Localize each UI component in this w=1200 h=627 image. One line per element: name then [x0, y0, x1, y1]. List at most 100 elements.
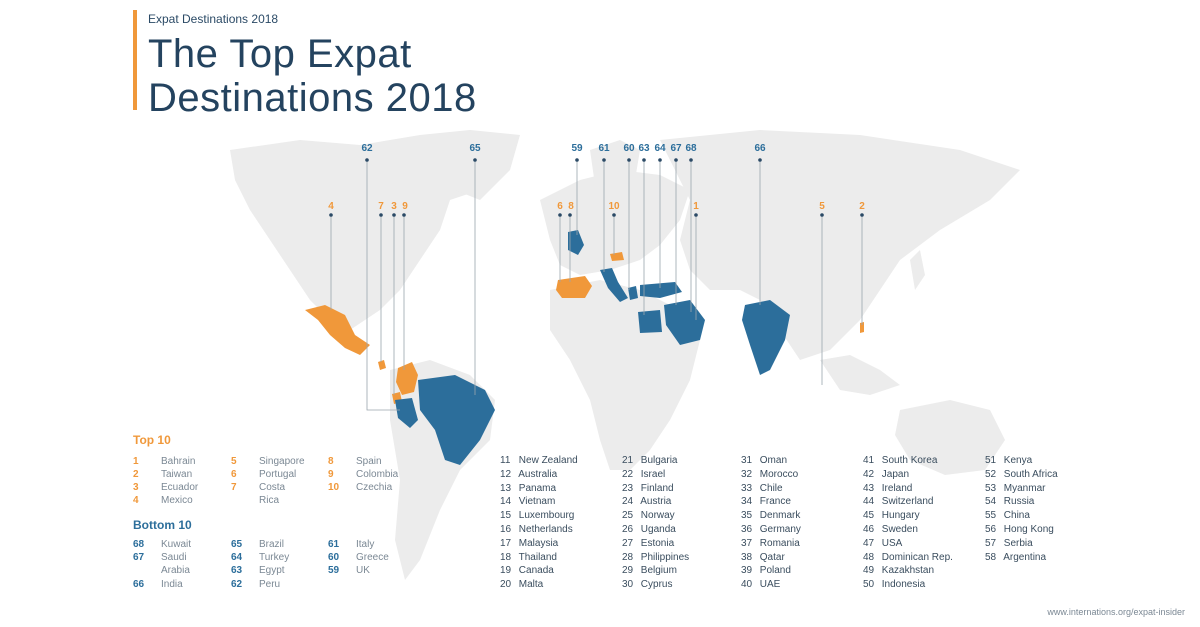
rank-country: Myanmar — [1003, 482, 1046, 494]
rank-number: 54 — [985, 496, 997, 508]
pin-label-7: 7 — [378, 201, 384, 212]
pin-label-63: 63 — [638, 143, 650, 154]
country-peru — [395, 398, 418, 428]
rank-country: Qatar — [759, 551, 785, 563]
country-uk — [568, 230, 584, 255]
bottom10-group — [395, 230, 790, 465]
pin-line-62 — [366, 160, 400, 411]
pin-label-9: 9 — [402, 201, 408, 212]
rank-number: 42 — [863, 468, 875, 480]
rank-number: 28 — [622, 551, 634, 563]
pin-dot-59 — [575, 158, 579, 162]
legend-item: 6 Portugal — [231, 469, 297, 480]
rank-country: China — [1003, 510, 1030, 522]
rank-country: New Zealand — [518, 455, 578, 466]
rank-country: Australia — [518, 468, 558, 480]
pin-dot-8 — [568, 213, 572, 217]
pin-dot-3 — [392, 213, 396, 217]
pin-dots — [329, 158, 864, 217]
rank-country: Serbia — [1003, 537, 1033, 549]
pin-label-59: 59 — [571, 143, 583, 154]
pin-label-62: 62 — [361, 143, 373, 154]
title-line-1: The Top Expat — [148, 32, 412, 76]
country-india — [742, 300, 790, 375]
rank-item: 42 Japan — [863, 468, 909, 482]
rank-number: 21 — [622, 455, 634, 466]
rank-number: 48 — [863, 551, 875, 563]
rank-country: Panama — [518, 482, 557, 494]
legend-bottom10-title: Bottom 10 — [133, 518, 192, 532]
rank-country: Germany — [759, 524, 801, 535]
rank-country: Kazakhstan — [881, 565, 935, 577]
rank-number: 44 — [863, 496, 875, 508]
rank-item: 28 Philippines — [622, 551, 689, 565]
rank-country: Estonia — [640, 537, 675, 549]
rank-item: 17 Malaysia — [500, 537, 558, 551]
rank-number: 38 — [741, 551, 753, 563]
land-japan — [910, 250, 925, 290]
pin-label-8: 8 — [568, 201, 574, 212]
pin-dot-65 — [473, 158, 477, 162]
rank-country: UAE — [759, 579, 781, 591]
rank-item: 50 Indonesia — [863, 578, 925, 592]
rank-item: 30 Cyprus — [622, 578, 672, 592]
pin-labels-top: 4 7 3 9 6 8 10 1 5 2 — [328, 201, 865, 212]
pin-label-61: 61 — [598, 143, 610, 154]
top10-group — [305, 252, 864, 404]
rank-item: 38 Qatar — [741, 551, 785, 565]
pin-dot-5 — [820, 213, 824, 217]
title-line-2: Destinations 2018 — [148, 76, 477, 120]
rank-number: 31 — [741, 455, 753, 466]
pin-label-68: 68 — [685, 143, 697, 154]
pin-dot-61 — [602, 158, 606, 162]
rank-item: 48 Dominican Rep. — [863, 551, 953, 565]
country-greece — [628, 286, 638, 300]
rank-number: 34 — [741, 496, 753, 508]
rank-item: 43 Ireland — [863, 482, 912, 496]
accent-bar — [133, 10, 137, 110]
rank-country: South Korea — [881, 455, 938, 466]
rank-country: Chile — [759, 482, 783, 494]
rank-item: 18 Thailand — [500, 551, 557, 565]
rank-item: 58 Argentina — [985, 551, 1046, 565]
pin-dot-68 — [689, 158, 693, 162]
pin-label-64: 64 — [654, 143, 666, 154]
legend-item: 10 Czechia — [328, 482, 393, 493]
rank-item: 16 Netherlands — [500, 523, 573, 537]
rank-number: 49 — [863, 565, 875, 577]
rank-number: 43 — [863, 482, 875, 494]
rank-country: Hong Kong — [1003, 524, 1054, 535]
pin-label-1: 1 — [693, 201, 699, 212]
rank-number: 24 — [622, 496, 634, 508]
legend-item: 61 Italy — [328, 539, 375, 550]
rank-item: 24 Austria — [622, 495, 671, 509]
rank-item: 15 Luxembourg — [500, 509, 574, 523]
rank-item: 52 South Africa — [985, 468, 1058, 482]
rank-country: Thailand — [518, 551, 557, 563]
country-spain-portugal — [556, 276, 592, 298]
rank-item: 57 Serbia — [985, 537, 1033, 551]
pin-label-5: 5 — [819, 201, 825, 212]
legend-top10-title: Top 10 — [133, 433, 171, 447]
country-egypt — [638, 310, 662, 333]
rank-item: 22 Israel — [622, 468, 665, 482]
rank-country: Austria — [640, 496, 672, 508]
legend-item: Rica — [259, 495, 280, 506]
pin-label-2: 2 — [859, 201, 865, 212]
rank-item: 23 Finland — [622, 482, 674, 496]
rank-country: Switzerland — [881, 496, 934, 508]
country-italy — [600, 268, 628, 302]
country-brazil — [418, 375, 495, 465]
pin-dot-67 — [674, 158, 678, 162]
rank-item: 19 Canada — [500, 564, 554, 578]
source-link[interactable]: www.internations.org/expat-insider — [1047, 607, 1185, 617]
rank-item: 31 Oman — [741, 454, 787, 468]
rank-number: 52 — [985, 468, 997, 480]
pin-label-3: 3 — [391, 201, 397, 212]
rank-country: Cyprus — [640, 579, 673, 591]
legend-item: 64 Turkey — [231, 552, 290, 563]
rank-country: Canada — [518, 565, 554, 577]
pin-lines — [330, 160, 863, 411]
rank-item: 55 China — [985, 509, 1030, 523]
rank-number: 32 — [741, 468, 753, 480]
